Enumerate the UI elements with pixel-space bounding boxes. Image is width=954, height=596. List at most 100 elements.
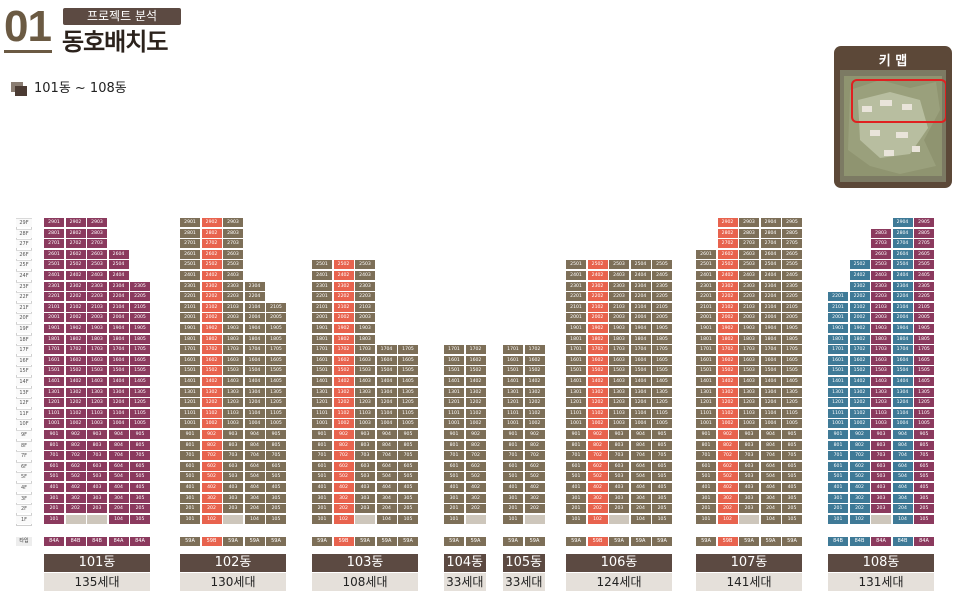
unit-cell: 1104 xyxy=(892,408,913,418)
unit-cell: 1702 xyxy=(465,345,486,355)
unit-cell: 205 xyxy=(130,504,150,514)
unit-cell: 1103 xyxy=(87,408,107,418)
unit-cell: 1205 xyxy=(398,398,418,408)
unit-cell: 1405 xyxy=(130,377,150,386)
unit-cell: 903 xyxy=(223,430,243,439)
unit-cell: 1702 xyxy=(65,345,86,355)
unit-cell: 1902 xyxy=(717,324,738,333)
unit-cell: 2004 xyxy=(244,313,265,323)
unit-cell: 1502 xyxy=(587,366,608,376)
unit-cell: 705 xyxy=(398,451,418,461)
unit-cell: 1701 xyxy=(828,345,848,355)
unit-cell: 1702 xyxy=(524,345,545,355)
unit-cell: 703 xyxy=(355,451,375,461)
unit-cell: 2601 xyxy=(44,249,64,259)
unit-cell: 2004 xyxy=(630,313,651,323)
unit-cell: 1601 xyxy=(180,355,200,365)
unit-cell: 905 xyxy=(782,430,802,439)
unit-cell: 902 xyxy=(849,430,870,439)
unit-cell: 903 xyxy=(871,430,891,439)
unit-cell: 101 xyxy=(503,514,523,524)
unit-cell: 2301 xyxy=(44,281,64,291)
unit-cell: 804 xyxy=(892,440,913,450)
unit-type-label: 59A xyxy=(180,537,200,546)
unit-cell: 2103 xyxy=(223,302,243,312)
unit-cell: 2405 xyxy=(652,271,672,280)
unit-cell: 2404 xyxy=(108,271,129,280)
unit-cell: 1902 xyxy=(65,324,86,333)
key-map[interactable]: 키 맵 xyxy=(834,46,952,188)
unit-cell: 2503 xyxy=(223,260,243,270)
unit-cell: 605 xyxy=(266,461,286,471)
unit-cell: 904 xyxy=(376,430,397,439)
unit-cell: 602 xyxy=(465,461,486,471)
unit-cell: 104 xyxy=(376,514,397,524)
unit-cell: 2105 xyxy=(914,302,934,312)
unit-type-label: 84B xyxy=(892,537,913,546)
unit-cell: 804 xyxy=(760,440,781,450)
unit-cell: 1002 xyxy=(465,419,486,429)
unit-cell: 702 xyxy=(465,451,486,461)
unit-cell: 2005 xyxy=(782,313,802,323)
unit-cell: 2005 xyxy=(652,313,672,323)
unit-cell: 1205 xyxy=(266,398,286,408)
unit-cell: 2103 xyxy=(739,302,759,312)
unit-cell: 1602 xyxy=(524,355,545,365)
building-household-count: 33세대 xyxy=(503,573,545,591)
unit-cell: 1002 xyxy=(717,419,738,429)
unit-cell: 903 xyxy=(355,430,375,439)
unit-cell: 1005 xyxy=(130,419,150,429)
unit-cell: 2104 xyxy=(244,302,265,312)
unit-cell: 205 xyxy=(782,504,802,514)
unit-cell: 203 xyxy=(87,504,107,514)
unit-cell: 2201 xyxy=(180,292,200,302)
unit-cell: 1904 xyxy=(108,324,129,333)
unit-cell: 1901 xyxy=(44,324,64,333)
unit-cell: 1203 xyxy=(223,398,243,408)
unit-cell: 1501 xyxy=(44,366,64,376)
unit-cell: 2803 xyxy=(739,228,759,238)
unit-cell: 302 xyxy=(717,493,738,503)
unit-cell: 205 xyxy=(266,504,286,514)
unit-cell: 701 xyxy=(696,451,716,461)
unit-cell: 2802 xyxy=(65,228,86,238)
unit-cell: 2901 xyxy=(44,218,64,227)
unit-empty xyxy=(87,514,107,524)
unit-cell: 1803 xyxy=(871,334,891,344)
unit-cell: 1502 xyxy=(849,366,870,376)
unit-cell: 1104 xyxy=(760,408,781,418)
floor-label: 25F xyxy=(16,260,32,270)
unit-cell: 2303 xyxy=(87,281,107,291)
unit-cell: 305 xyxy=(266,493,286,503)
unit-cell: 1901 xyxy=(180,324,200,333)
unit-cell: 504 xyxy=(892,472,913,482)
unit-cell: 1504 xyxy=(376,366,397,376)
unit-cell: 2904 xyxy=(892,218,913,227)
unit-cell: 2905 xyxy=(914,218,934,227)
unit-cell: 302 xyxy=(201,493,222,503)
unit-cell: 2303 xyxy=(355,281,375,291)
unit-cell: 1402 xyxy=(333,377,354,386)
unit-cell: 2202 xyxy=(201,292,222,302)
unit-cell: 1101 xyxy=(180,408,200,418)
unit-cell: 2203 xyxy=(871,292,891,302)
unit-cell: 1801 xyxy=(566,334,586,344)
unit-cell: 902 xyxy=(333,430,354,439)
unit-cell: 502 xyxy=(717,472,738,482)
unit-cell: 2705 xyxy=(782,239,802,249)
unit-cell: 1103 xyxy=(223,408,243,418)
unit-cell: 1705 xyxy=(130,345,150,355)
unit-cell: 1402 xyxy=(849,377,870,386)
unit-cell: 701 xyxy=(503,451,523,461)
unit-cell: 405 xyxy=(652,483,672,492)
unit-cell: 302 xyxy=(524,493,545,503)
unit-cell: 1402 xyxy=(587,377,608,386)
unit-cell: 2002 xyxy=(849,313,870,323)
unit-type-label: 84A xyxy=(44,537,64,546)
building-household-count: 108세대 xyxy=(312,573,418,591)
unit-cell: 1205 xyxy=(130,398,150,408)
floor-label: 2F xyxy=(16,504,32,514)
unit-cell: 702 xyxy=(333,451,354,461)
unit-cell: 1804 xyxy=(244,334,265,344)
unit-cell: 2105 xyxy=(652,302,672,312)
